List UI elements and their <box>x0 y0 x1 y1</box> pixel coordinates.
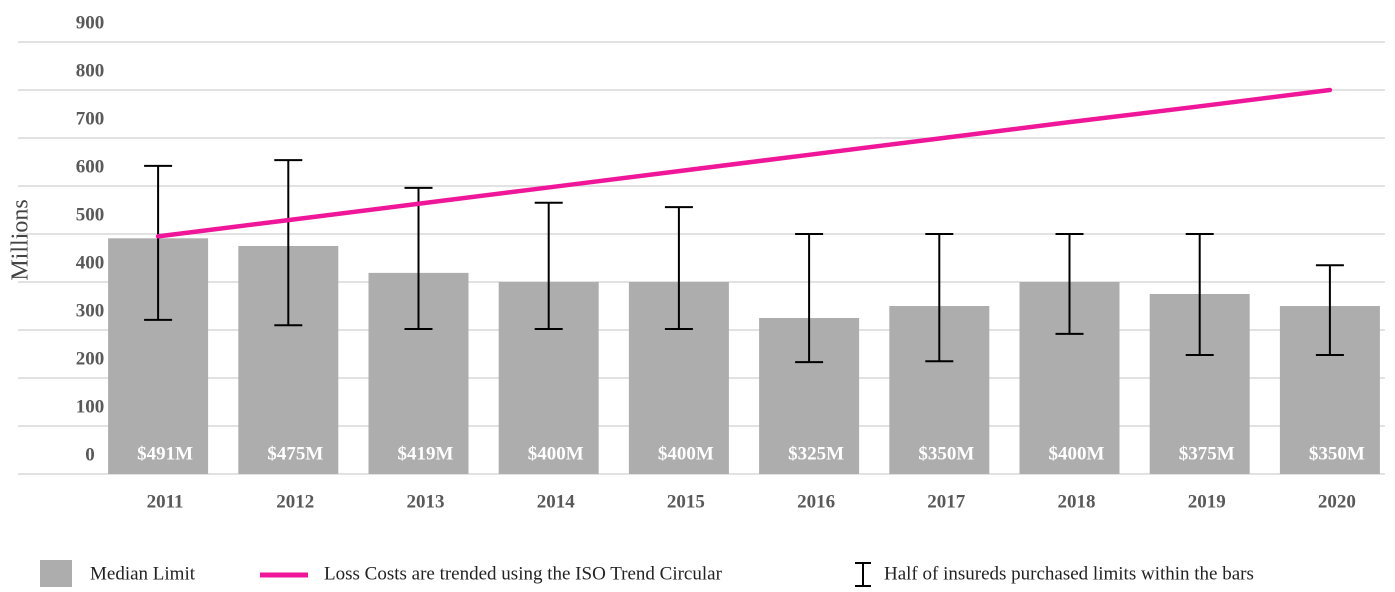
y-tick-label: 0 <box>85 444 95 465</box>
x-tick-label: 2012 <box>276 491 314 512</box>
x-tick-label: 2020 <box>1318 491 1356 512</box>
trend-line <box>155 87 1333 239</box>
value-label: $375M <box>1179 443 1235 464</box>
x-tick-label: 2018 <box>1058 491 1096 512</box>
value-label: $475M <box>267 443 323 464</box>
y-tick-label: 700 <box>76 108 105 129</box>
y-tick-label: 900 <box>76 12 105 33</box>
value-label: $419M <box>398 443 454 464</box>
y-tick-label: 500 <box>76 204 105 225</box>
y-tick-label: 600 <box>76 156 105 177</box>
x-tick-label: 2015 <box>667 491 705 512</box>
y-tick-label: 100 <box>76 396 105 417</box>
x-tick-label: 2011 <box>147 491 184 512</box>
legend-swatch <box>855 562 871 587</box>
legend-label: Half of insureds purchased limits within… <box>884 563 1254 584</box>
y-tick-label: 200 <box>76 348 105 369</box>
value-label: $350M <box>1309 443 1365 464</box>
x-tick-label: 2014 <box>537 491 576 512</box>
value-label: $350M <box>918 443 974 464</box>
value-label: $400M <box>528 443 584 464</box>
x-tick-label: 2017 <box>927 491 966 512</box>
legend-label: Loss Costs are trended using the ISO Tre… <box>324 563 723 584</box>
value-label: $400M <box>1049 443 1105 464</box>
legend-label: Median Limit <box>90 563 196 584</box>
y-axis-label: Millions <box>8 199 34 280</box>
x-tick-label: 2013 <box>407 491 445 512</box>
y-tick-label: 300 <box>76 300 105 321</box>
y-tick-label: 800 <box>76 60 105 81</box>
legend-swatch <box>40 560 72 588</box>
value-label: $400M <box>658 443 714 464</box>
value-label: $491M <box>137 443 193 464</box>
y-tick-label: 400 <box>76 252 105 273</box>
x-tick-label: 2016 <box>797 491 835 512</box>
value-label: $325M <box>788 443 844 464</box>
x-tick-label: 2019 <box>1188 491 1226 512</box>
